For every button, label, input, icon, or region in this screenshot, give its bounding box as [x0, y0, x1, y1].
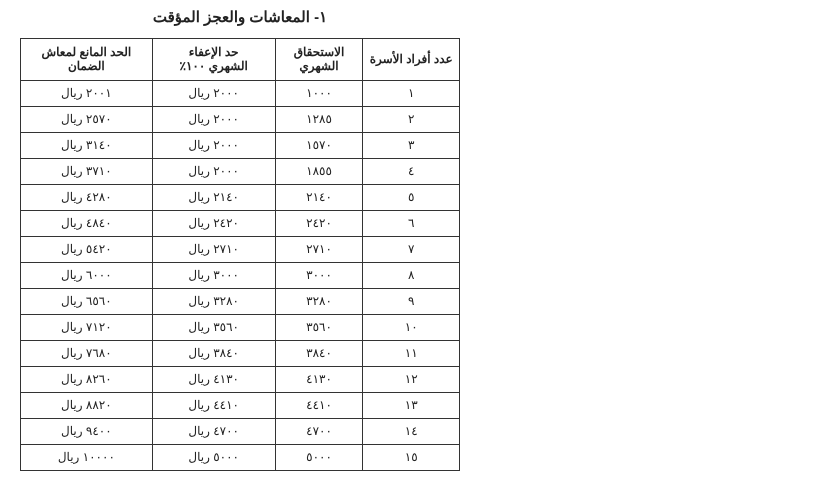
cell-limit: ٧٦٨٠ ريال [21, 340, 153, 366]
cell-members: ٢ [363, 106, 460, 132]
table-row: ١٥٥٠٠٠٥٠٠٠ ريال١٠٠٠٠ ريال [21, 444, 460, 470]
table-row: ٧٢٧١٠٢٧١٠ ريال٥٤٢٠ ريال [21, 236, 460, 262]
cell-limit: ٢٠٠١ ريال [21, 80, 153, 106]
cell-members: ١٢ [363, 366, 460, 392]
cell-limit: ٦٠٠٠ ريال [21, 262, 153, 288]
cell-exempt: ٢٤٢٠ ريال [152, 210, 275, 236]
cell-members: ٩ [363, 288, 460, 314]
cell-monthly: ١٥٧٠ [275, 132, 363, 158]
cell-monthly: ٢٧١٠ [275, 236, 363, 262]
header-members: عدد أفراد الأسرة [363, 39, 460, 81]
cell-limit: ٦٥٦٠ ريال [21, 288, 153, 314]
header-exempt: حد الإعفاء الشهري ١٠٠٪ [152, 39, 275, 81]
cell-limit: ٧١٢٠ ريال [21, 314, 153, 340]
cell-exempt: ٣٠٠٠ ريال [152, 262, 275, 288]
pension-table: عدد أفراد الأسرة الاستحقاق الشهري حد الإ… [20, 38, 460, 471]
cell-monthly: ٤١٣٠ [275, 366, 363, 392]
table-row: ٥٢١٤٠٢١٤٠ ريال٤٢٨٠ ريال [21, 184, 460, 210]
cell-exempt: ٣٨٤٠ ريال [152, 340, 275, 366]
cell-monthly: ١٨٥٥ [275, 158, 363, 184]
header-monthly: الاستحقاق الشهري [275, 39, 363, 81]
cell-exempt: ٢١٤٠ ريال [152, 184, 275, 210]
cell-members: ٤ [363, 158, 460, 184]
cell-exempt: ٤٤١٠ ريال [152, 392, 275, 418]
cell-exempt: ٢٧١٠ ريال [152, 236, 275, 262]
cell-members: ٣ [363, 132, 460, 158]
cell-members: ٨ [363, 262, 460, 288]
header-limit: الحد المانع لمعاش الضمان [21, 39, 153, 81]
cell-members: ١٥ [363, 444, 460, 470]
table-row: ٩٣٢٨٠٣٢٨٠ ريال٦٥٦٠ ريال [21, 288, 460, 314]
cell-members: ٧ [363, 236, 460, 262]
cell-members: ١٤ [363, 418, 460, 444]
table-row: ١٠٣٥٦٠٣٥٦٠ ريال٧١٢٠ ريال [21, 314, 460, 340]
cell-exempt: ٣٢٨٠ ريال [152, 288, 275, 314]
table-row: ١٤٤٧٠٠٤٧٠٠ ريال٩٤٠٠ ريال [21, 418, 460, 444]
cell-monthly: ٥٠٠٠ [275, 444, 363, 470]
table-row: ٣١٥٧٠٢٠٠٠ ريال٣١٤٠ ريال [21, 132, 460, 158]
cell-monthly: ٤٤١٠ [275, 392, 363, 418]
cell-exempt: ٣٥٦٠ ريال [152, 314, 275, 340]
cell-exempt: ٢٠٠٠ ريال [152, 158, 275, 184]
cell-limit: ٩٤٠٠ ريال [21, 418, 153, 444]
cell-members: ١ [363, 80, 460, 106]
cell-members: ١٣ [363, 392, 460, 418]
cell-monthly: ٣٢٨٠ [275, 288, 363, 314]
cell-monthly: ٢١٤٠ [275, 184, 363, 210]
table-row: ٤١٨٥٥٢٠٠٠ ريال٣٧١٠ ريال [21, 158, 460, 184]
cell-exempt: ٥٠٠٠ ريال [152, 444, 275, 470]
cell-members: ١١ [363, 340, 460, 366]
cell-limit: ٨٨٢٠ ريال [21, 392, 153, 418]
cell-monthly: ٣٥٦٠ [275, 314, 363, 340]
cell-members: ١٠ [363, 314, 460, 340]
cell-exempt: ٢٠٠٠ ريال [152, 132, 275, 158]
cell-monthly: ٢٤٢٠ [275, 210, 363, 236]
cell-exempt: ٢٠٠٠ ريال [152, 106, 275, 132]
table-row: ١١٠٠٠٢٠٠٠ ريال٢٠٠١ ريال [21, 80, 460, 106]
table-row: ١٢٤١٣٠٤١٣٠ ريال٨٢٦٠ ريال [21, 366, 460, 392]
cell-limit: ٤٢٨٠ ريال [21, 184, 153, 210]
cell-members: ٥ [363, 184, 460, 210]
cell-limit: ٥٤٢٠ ريال [21, 236, 153, 262]
cell-exempt: ٢٠٠٠ ريال [152, 80, 275, 106]
cell-members: ٦ [363, 210, 460, 236]
cell-limit: ٣١٤٠ ريال [21, 132, 153, 158]
cell-exempt: ٤٧٠٠ ريال [152, 418, 275, 444]
table-row: ١١٣٨٤٠٣٨٤٠ ريال٧٦٨٠ ريال [21, 340, 460, 366]
cell-limit: ٤٨٤٠ ريال [21, 210, 153, 236]
document-title: ١- المعاشات والعجز المؤقت [20, 8, 460, 26]
table-row: ٨٣٠٠٠٣٠٠٠ ريال٦٠٠٠ ريال [21, 262, 460, 288]
cell-monthly: ١٠٠٠ [275, 80, 363, 106]
cell-monthly: ٤٧٠٠ [275, 418, 363, 444]
table-row: ٢١٢٨٥٢٠٠٠ ريال٢٥٧٠ ريال [21, 106, 460, 132]
cell-limit: ٨٢٦٠ ريال [21, 366, 153, 392]
table-row: ٦٢٤٢٠٢٤٢٠ ريال٤٨٤٠ ريال [21, 210, 460, 236]
cell-monthly: ٣٨٤٠ [275, 340, 363, 366]
table-row: ١٣٤٤١٠٤٤١٠ ريال٨٨٢٠ ريال [21, 392, 460, 418]
cell-limit: ٢٥٧٠ ريال [21, 106, 153, 132]
cell-exempt: ٤١٣٠ ريال [152, 366, 275, 392]
cell-monthly: ١٢٨٥ [275, 106, 363, 132]
document-block: ١- المعاشات والعجز المؤقت عدد أفراد الأس… [20, 8, 460, 471]
cell-limit: ٣٧١٠ ريال [21, 158, 153, 184]
cell-monthly: ٣٠٠٠ [275, 262, 363, 288]
cell-limit: ١٠٠٠٠ ريال [21, 444, 153, 470]
